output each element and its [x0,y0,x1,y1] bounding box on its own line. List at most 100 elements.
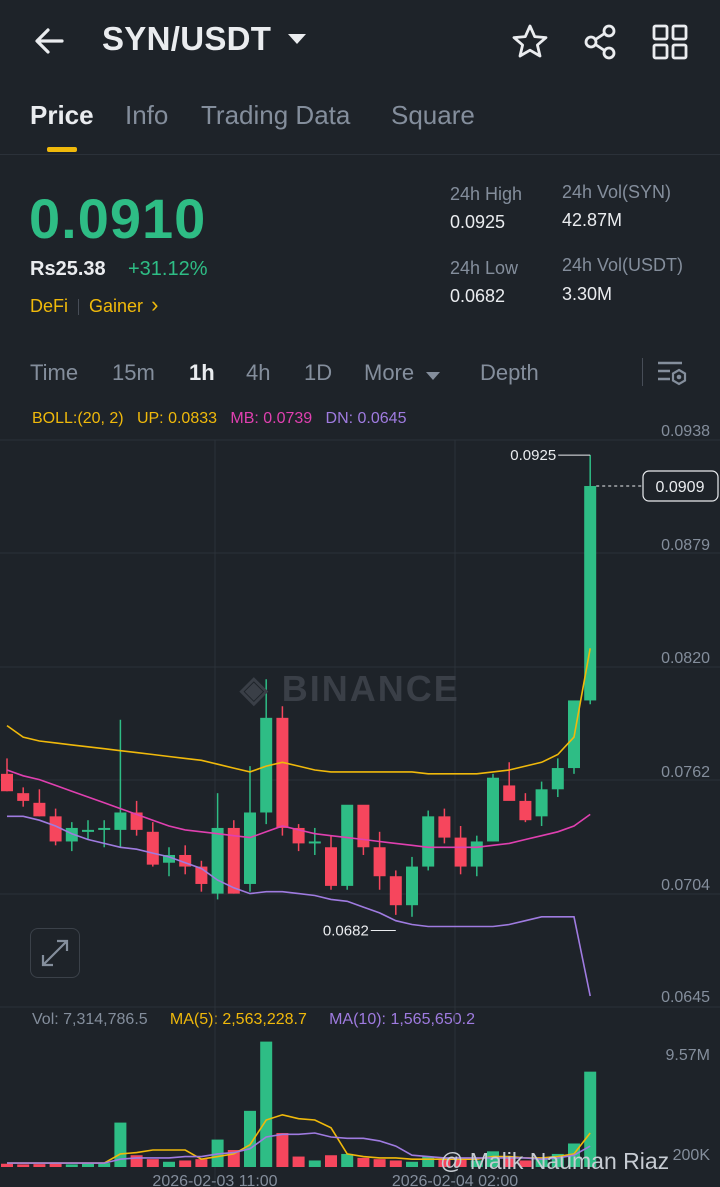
tf-15m[interactable]: 15m [112,360,155,385]
candle-body [65,827,78,842]
candle-body [373,847,386,877]
tf-more[interactable]: More [364,360,415,385]
top-bar: SYN/USDT [0,0,720,84]
expand-icon [41,939,69,967]
credit-watermark: @ Malik Nauman Riaz [440,1148,670,1174]
price-axis-label: 0.0645 [661,989,710,1006]
tag-row: DeFi Gainer › [30,292,158,318]
vol-base-label: 24h Vol(SYN) [562,182,672,202]
candle-body [308,841,321,844]
active-tab-indicator [47,147,77,152]
tf-divider [642,358,643,386]
tab-info[interactable]: Info [125,100,169,130]
volume-bar [373,1159,386,1167]
last-price: 0.0910 [29,187,207,250]
volume-bar [276,1133,289,1167]
candle-body [406,866,418,906]
volume-bar [130,1155,143,1167]
price-axis-label: 0.0820 [661,650,710,667]
price-change-percent: +31.12% [128,258,208,280]
binance-logo-icon: ◈ [240,668,270,709]
share-icon[interactable] [580,22,620,62]
boll-up: UP: 0.0833 [136,410,218,427]
boll-indicator-line: BOLL:(20, 2) UP: 0.0833 MB: 0.0739 DN: 0… [32,410,406,428]
candle-body [17,793,30,801]
candle-body [82,829,94,832]
candle-body [584,486,597,701]
boll-dn: DN: 0.0645 [325,410,407,427]
chart-settings-icon[interactable] [656,358,688,388]
watermark-text: BINANCE [281,668,460,709]
low-value: 0.0682 [450,286,506,306]
low-marker-label: 0.0682 [323,923,369,940]
volume-bar [487,1151,499,1167]
tf-time[interactable]: Time [30,360,79,385]
volume-bar [389,1160,402,1167]
volume-bar [17,1164,30,1167]
candle-body [357,804,370,848]
tag-defi[interactable]: DeFi [30,296,69,316]
volume-bar [65,1164,78,1167]
candle-body [470,841,483,867]
favorite-star-icon[interactable] [510,22,550,62]
volume-bar [406,1161,418,1167]
fullscreen-button[interactable] [30,928,80,978]
time-axis-label: 2026-02-04 02:00 [392,1173,518,1187]
binance-watermark: ◈ BINANCE [240,668,460,710]
tab-trading-data[interactable]: Trading Data [201,100,351,130]
candle-body [1,773,13,792]
volume-bar [341,1153,354,1167]
volume-bar [438,1159,451,1167]
tag-divider [78,299,80,316]
tab-square[interactable]: Square [391,100,475,130]
time-axis-label: 2026-02-03 11:00 [152,1173,277,1187]
high-marker-label: 0.0925 [510,447,556,464]
current-price-box [642,470,719,502]
volume-bar [82,1163,94,1167]
volume-ma10-line [7,1132,591,1164]
volume-bar [179,1160,192,1167]
volume-bar [325,1155,337,1167]
candle-body [179,854,192,867]
back-arrow-icon[interactable] [30,24,70,58]
high-label: 24h High [450,184,523,204]
volume-bar [33,1164,46,1167]
volume-bar [146,1159,159,1167]
volume-bar [1,1163,13,1167]
candle-body [98,827,111,830]
candle-body [422,816,435,867]
low-label: 24h Low [450,258,519,278]
volume-bar [470,1160,483,1167]
vol-ma10: MA(10): 1,565,650.2 [329,1011,475,1028]
candle-body [438,816,451,838]
tf-depth[interactable]: Depth [480,360,539,385]
candle-body [163,854,175,863]
candle-body [244,812,256,884]
candle-body [276,717,289,828]
volume-bar [535,1159,548,1167]
main-tabs: Price Info Trading Data Square [0,96,720,155]
candle-body [146,831,159,865]
pair-dropdown-caret-icon[interactable] [288,34,306,44]
volume-axis-label: 200K [673,1147,711,1164]
volume-bar [357,1157,370,1167]
vol-quote-value: 3.30M [562,284,613,304]
price-axis-label: 0.0879 [661,537,710,554]
chevron-right-icon[interactable]: › [151,292,159,317]
tag-gainer[interactable]: Gainer [89,296,144,316]
grid-menu-icon[interactable] [650,22,690,62]
tf-4h[interactable]: 4h [246,360,271,385]
pair-title[interactable]: SYN/USDT [102,20,272,57]
tf-1d[interactable]: 1D [304,360,333,385]
vol-ma5: MA(5): 2,563,228.7 [169,1011,307,1028]
price-chart[interactable]: 0.0938 0.0879 0.0820 0.0762 0.0704 0.0645 0.09… [0,400,720,1187]
volume-indicator-line: Vol: 7,314,786.5 MA(5): 2,563,228.7 MA(1… [32,1011,475,1029]
boll-lower-line [7,815,591,997]
volume-bar [98,1163,111,1167]
tab-price[interactable]: Price [30,100,94,130]
boll-params: BOLL:(20, 2) [32,410,124,427]
volume-axis-label: 9.57M [666,1047,710,1064]
more-caret-icon[interactable] [426,372,440,380]
candle-body [454,837,467,867]
tf-1h[interactable]: 1h [189,360,215,385]
